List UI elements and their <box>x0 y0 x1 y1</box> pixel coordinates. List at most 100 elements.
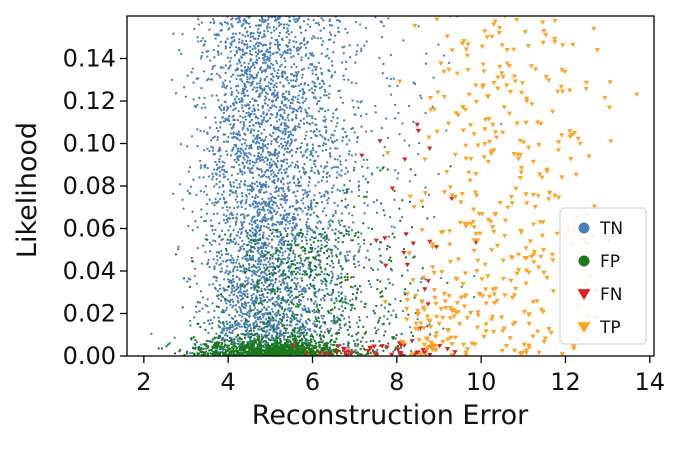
point-tn <box>351 214 354 217</box>
point-tn <box>308 328 312 331</box>
point-fp <box>230 350 233 354</box>
point-fp <box>318 303 321 307</box>
point-tn <box>242 92 245 95</box>
point-tn <box>249 35 252 39</box>
point-tn <box>281 70 284 73</box>
point-tn <box>221 116 224 119</box>
point-tn <box>257 152 260 155</box>
point-tn <box>262 246 265 250</box>
point-tn <box>278 297 281 300</box>
point-tn <box>393 103 397 107</box>
point-tn <box>226 22 229 25</box>
point-tn <box>344 322 348 326</box>
point-tn <box>298 268 301 272</box>
point-tn <box>225 84 229 88</box>
point-tn <box>442 327 445 330</box>
point-tn <box>261 36 264 39</box>
point-tn <box>197 40 200 43</box>
point-tn <box>304 191 307 195</box>
point-tn <box>392 350 395 353</box>
point-tn <box>246 66 250 69</box>
point-tn <box>306 148 309 151</box>
point-tn <box>270 62 273 65</box>
point-tn <box>281 333 284 336</box>
point-fp <box>218 326 221 329</box>
point-tn <box>319 96 322 99</box>
point-fp <box>277 320 280 323</box>
point-tn <box>318 130 321 133</box>
point-tn <box>231 323 234 326</box>
point-tn <box>312 211 316 214</box>
point-tn <box>200 86 203 90</box>
point-tn <box>251 254 255 258</box>
point-tn <box>244 43 247 46</box>
point-tn <box>300 58 303 62</box>
point-tn <box>234 198 237 201</box>
point-tn <box>314 330 317 334</box>
point-tn <box>340 305 344 308</box>
point-tn <box>295 113 298 117</box>
point-tn <box>264 331 268 334</box>
point-tn <box>282 195 285 198</box>
point-tn <box>304 287 307 291</box>
point-tn <box>240 73 244 76</box>
point-tn <box>270 31 273 34</box>
point-fp <box>297 304 300 307</box>
point-tn <box>242 110 245 113</box>
point-tn <box>321 233 324 236</box>
point-fp <box>367 279 370 283</box>
point-tn <box>228 65 231 69</box>
point-tn <box>284 201 287 204</box>
point-tn <box>344 198 347 201</box>
point-tn <box>278 230 282 234</box>
point-tn <box>211 67 214 71</box>
point-tn <box>279 258 283 261</box>
point-tn <box>276 153 279 156</box>
point-tn <box>308 176 311 179</box>
point-tn <box>253 44 256 48</box>
point-fp <box>332 340 336 344</box>
point-tn <box>230 331 233 335</box>
point-tn <box>254 37 257 41</box>
point-tn <box>297 107 300 110</box>
point-fp <box>217 334 221 338</box>
point-tn <box>241 50 244 53</box>
point-tn <box>280 305 284 309</box>
point-tn <box>244 115 247 118</box>
point-tn <box>261 321 264 324</box>
point-tn <box>238 262 241 265</box>
point-tn <box>319 298 323 301</box>
point-tn <box>254 51 257 54</box>
point-tn <box>304 46 308 49</box>
point-tn <box>250 294 253 297</box>
point-tn <box>250 147 253 150</box>
point-fp <box>332 319 335 322</box>
point-tn <box>416 318 419 321</box>
point-tn <box>473 274 476 278</box>
point-tn <box>354 265 357 269</box>
point-tn <box>264 263 268 266</box>
point-tn <box>279 203 283 206</box>
point-tn <box>354 82 358 85</box>
point-tn <box>305 221 308 224</box>
point-tn <box>290 226 294 229</box>
point-fp <box>256 343 259 346</box>
point-tn <box>327 69 330 72</box>
point-tn <box>193 274 196 278</box>
point-tn <box>259 68 262 71</box>
point-tn <box>256 262 259 266</box>
point-tn <box>322 19 325 22</box>
point-tn <box>257 174 261 177</box>
point-tn <box>239 246 242 249</box>
point-tn <box>203 40 207 43</box>
point-tn <box>380 35 384 39</box>
point-tn <box>336 171 339 174</box>
point-tn <box>238 38 241 41</box>
point-tn <box>224 79 227 82</box>
point-tn <box>263 225 266 228</box>
point-tn <box>240 325 243 328</box>
point-tn <box>316 37 320 40</box>
point-tn <box>291 205 294 208</box>
point-tn <box>329 343 333 346</box>
point-fp <box>266 291 269 295</box>
